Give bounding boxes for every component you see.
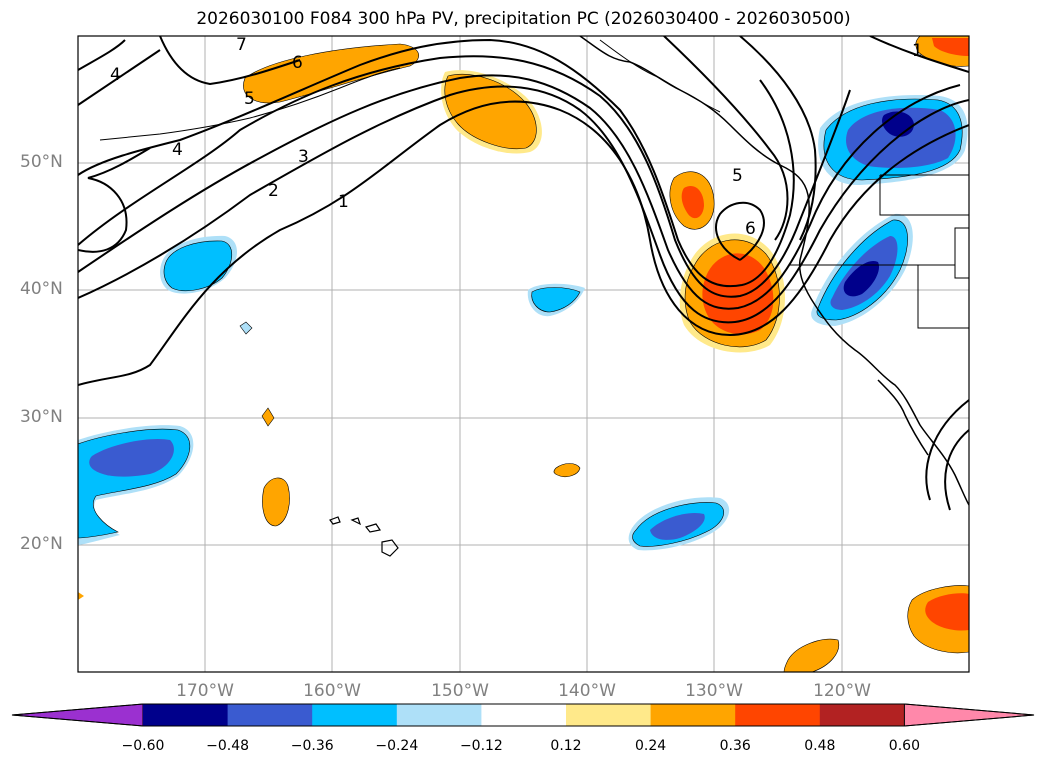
lon-label-170w: 170°W [176, 681, 234, 701]
colorbar-segment [819, 704, 905, 726]
pv-label-3: 3 [298, 147, 309, 167]
colorbar-segment [650, 704, 736, 726]
lon-label-160w: 160°W [303, 681, 361, 701]
pv-contour-3 [78, 74, 961, 310]
lat-label-20n: 20°N [20, 534, 63, 554]
pv-contour-4 [78, 38, 795, 288]
pv-label-4a: 4 [110, 65, 121, 85]
precip-positive-gulf [444, 73, 537, 150]
pv-label-4b: 4 [172, 140, 183, 160]
colorbar-tick-label: −0.48 [206, 738, 250, 754]
pv-label-6: 6 [292, 53, 303, 73]
lon-label-140w: 140°W [558, 681, 616, 701]
pv-label-6b: 6 [745, 219, 756, 239]
lon-label-120w: 120°W [813, 681, 871, 701]
pv-label-1b: 1 [912, 41, 923, 61]
colorbar-tick-label: 0.48 [804, 738, 836, 754]
colorbar-segment [312, 704, 398, 726]
pv-contour-5 [715, 201, 765, 261]
map-frame [77, 35, 970, 673]
pv-label-7: 7 [236, 35, 247, 55]
colorbar-tick-label: 0.24 [635, 738, 667, 754]
contour-labels: 7 6 5 4 4 3 2 1 5 6 1 [110, 35, 923, 239]
map-title: 2026030100 F084 300 hPa PV, precipitatio… [196, 9, 851, 29]
colorbar-segment [481, 704, 567, 726]
lat-label-50n: 50°N [20, 152, 63, 172]
colorbar-extend-low [11, 703, 144, 727]
pv-label-2: 2 [268, 181, 279, 201]
colorbar-segment [566, 704, 652, 726]
colorbar-tick-label: −0.36 [290, 738, 334, 754]
coast-aleutians [99, 67, 401, 141]
pv-label-1: 1 [338, 192, 349, 212]
coast-baja [877, 379, 929, 456]
colorbar-segment [396, 704, 482, 726]
lon-label-130w: 130°W [685, 681, 743, 701]
precip-negative-central-pacific [163, 240, 233, 291]
pv-contour-1 [78, 100, 969, 386]
colorbar-segment [735, 704, 821, 726]
map-canvas: 7 6 5 4 4 3 2 1 5 6 1 [77, 35, 970, 673]
colorbar-segment [227, 704, 313, 726]
colorbar-tick-label: 0.36 [719, 738, 751, 754]
hawaii-islands [329, 516, 399, 557]
lat-label-40n: 40°N [20, 279, 63, 299]
colorbar-frame [11, 703, 1035, 727]
colorbar-extend-high [903, 703, 1035, 727]
colorbar [11, 703, 1035, 727]
pv-label-5: 5 [244, 89, 255, 109]
lon-label-150w: 150°W [431, 681, 489, 701]
lat-label-30n: 30°N [20, 407, 63, 427]
coastlines [99, 36, 969, 557]
colorbar-tick-label: 0.60 [888, 738, 920, 754]
colorbar-tick-label: −0.60 [121, 738, 165, 754]
colorbar-segment [143, 704, 229, 726]
colorbar-tick-label: −0.24 [375, 738, 419, 754]
colorbar-tick-label: −0.12 [459, 738, 503, 754]
pv-contour-2 [78, 85, 969, 324]
precipitation-shading [78, 36, 969, 672]
pv-contours [78, 36, 969, 511]
pv-label-5b: 5 [732, 166, 743, 186]
colorbar-tick-label: 0.12 [550, 738, 582, 754]
